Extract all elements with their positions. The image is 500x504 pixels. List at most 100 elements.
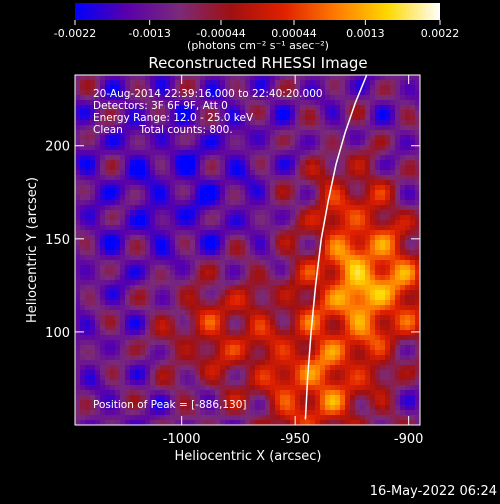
heatmap-cell xyxy=(335,400,341,406)
heatmap-cell xyxy=(380,90,386,96)
heatmap-cell xyxy=(275,120,281,126)
heatmap-cell xyxy=(160,120,166,126)
heatmap-cell xyxy=(325,280,331,286)
heatmap-cell xyxy=(360,270,366,276)
heatmap-cell xyxy=(405,390,411,396)
heatmap-cell xyxy=(390,160,396,166)
heatmap-cell xyxy=(150,160,156,166)
heatmap-cell xyxy=(345,110,351,116)
heatmap-cell xyxy=(205,370,211,376)
heatmap-cell xyxy=(415,410,420,416)
heatmap-cell xyxy=(260,330,266,336)
heatmap-cell xyxy=(330,125,336,131)
heatmap-cell xyxy=(350,325,356,331)
heatmap-cell xyxy=(325,85,331,91)
heatmap-cell xyxy=(270,370,276,376)
heatmap-cell xyxy=(180,385,186,391)
heatmap-cell xyxy=(280,320,286,326)
heatmap-cell xyxy=(90,235,96,241)
heatmap-cell xyxy=(275,330,281,336)
heatmap-cell xyxy=(75,120,81,126)
heatmap-cell xyxy=(365,410,371,416)
heatmap-cell xyxy=(185,230,191,236)
heatmap-cell xyxy=(140,155,146,161)
heatmap-cell xyxy=(145,95,151,101)
heatmap-cell xyxy=(290,110,296,116)
heatmap-cell xyxy=(95,310,101,316)
heatmap-cell xyxy=(345,340,351,346)
heatmap-cell xyxy=(375,195,381,201)
heatmap-cell xyxy=(115,295,121,301)
heatmap-cell xyxy=(100,255,106,261)
heatmap-cell xyxy=(175,335,181,341)
heatmap-cell xyxy=(160,415,166,421)
heatmap-cell xyxy=(315,115,321,121)
heatmap-cell xyxy=(210,260,216,266)
heatmap-cell xyxy=(175,345,181,351)
heatmap-cell xyxy=(400,275,406,281)
heatmap-cell xyxy=(210,255,216,261)
heatmap-cell xyxy=(115,305,121,311)
heatmap-cell xyxy=(125,250,131,256)
heatmap-cell xyxy=(275,360,281,366)
heatmap-cell xyxy=(205,395,211,401)
heatmap-cell xyxy=(285,225,291,231)
heatmap-cell xyxy=(175,285,181,291)
heatmap-cell xyxy=(320,370,326,376)
heatmap-cell xyxy=(140,285,146,291)
heatmap-cell xyxy=(385,115,391,121)
heatmap-cell xyxy=(350,120,356,126)
heatmap-cell xyxy=(135,310,141,316)
heatmap-cell xyxy=(330,190,336,196)
heatmap-cell xyxy=(285,245,291,251)
heatmap-cell xyxy=(415,245,420,251)
heatmap-cell xyxy=(320,330,326,336)
heatmap-cell xyxy=(390,220,396,226)
heatmap-cell xyxy=(410,110,416,116)
heatmap-cell xyxy=(155,180,161,186)
heatmap-cell xyxy=(355,170,361,176)
heatmap-cell xyxy=(210,100,216,106)
heatmap-cell xyxy=(205,115,211,121)
heatmap-cell xyxy=(270,205,276,211)
heatmap-cell xyxy=(215,75,221,81)
heatmap-cell xyxy=(190,205,196,211)
heatmap-cell xyxy=(190,315,196,321)
heatmap-cell xyxy=(260,155,266,161)
heatmap-cell xyxy=(350,95,356,101)
heatmap-cell xyxy=(225,130,231,136)
heatmap-cell xyxy=(320,205,326,211)
heatmap-cell xyxy=(360,110,366,116)
heatmap-cell xyxy=(320,380,326,386)
heatmap-cell xyxy=(300,240,306,246)
heatmap-cell xyxy=(250,330,256,336)
heatmap-cell xyxy=(320,360,326,366)
heatmap-cell xyxy=(130,420,136,425)
heatmap-cell xyxy=(205,105,211,111)
heatmap-cell xyxy=(275,210,281,216)
heatmap-cell xyxy=(225,175,231,181)
heatmap-cell xyxy=(180,330,186,336)
heatmap-cell xyxy=(290,170,296,176)
heatmap-cell xyxy=(225,315,231,321)
heatmap-cell xyxy=(95,85,101,91)
heatmap-cell xyxy=(375,215,381,221)
heatmap-cell xyxy=(395,345,401,351)
heatmap-cell xyxy=(155,280,161,286)
heatmap-cell xyxy=(220,85,226,91)
heatmap-cell xyxy=(370,345,376,351)
heatmap-cell xyxy=(190,375,196,381)
heatmap-cell xyxy=(145,330,151,336)
heatmap-cell xyxy=(305,310,311,316)
heatmap-cell xyxy=(380,340,386,346)
heatmap-cell xyxy=(100,390,106,396)
heatmap-cell xyxy=(320,90,326,96)
heatmap-cell xyxy=(355,305,361,311)
heatmap-cell xyxy=(285,120,291,126)
heatmap-cell xyxy=(235,395,241,401)
heatmap-cell xyxy=(130,380,136,386)
heatmap-cell xyxy=(160,330,166,336)
heatmap-cell xyxy=(405,130,411,136)
heatmap-cell xyxy=(120,375,126,381)
heatmap-cell xyxy=(115,410,121,416)
